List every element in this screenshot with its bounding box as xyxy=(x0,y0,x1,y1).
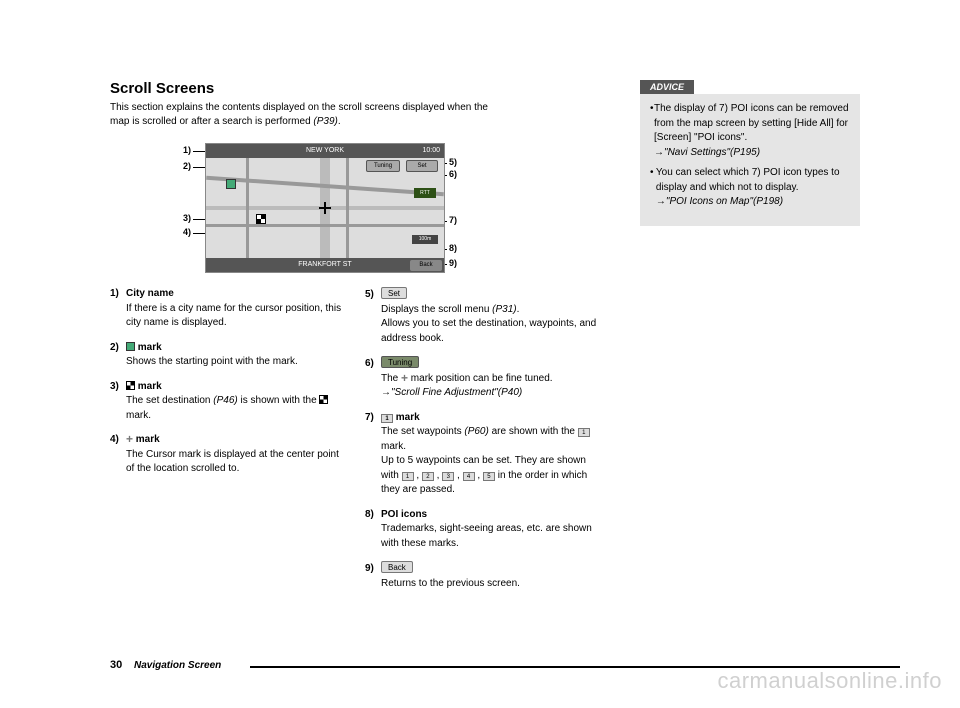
map-set-button[interactable]: Set xyxy=(406,160,438,172)
map-clock: 10:00 xyxy=(422,144,440,158)
left-column: 1)City name If there is a city name for … xyxy=(110,287,345,601)
item-7: 7)1 mark The set waypoints (P60) are sho… xyxy=(365,411,600,498)
item-6: 6)Tuning The + mark position can be fine… xyxy=(365,356,600,401)
map-cursor-crosshair xyxy=(319,202,331,214)
callout-3: 3) xyxy=(183,213,191,223)
item-9: 9)Back Returns to the previous screen. xyxy=(365,561,600,591)
right-column: 5)Set Displays the scroll menu (P31). Al… xyxy=(365,287,600,601)
item-4: 4)+ mark The Cursor mark is displayed at… xyxy=(110,433,345,477)
checker-flag-icon xyxy=(126,381,135,390)
map-topbar: NEW YORK 10:00 xyxy=(206,144,444,158)
map-city-label: NEW YORK xyxy=(306,147,344,154)
watermark: carmanualsonline.info xyxy=(717,668,942,694)
map-figure: 1) 2) 3) 4) 5) 6) 7) 8) 9) NEW YORK 10:0… xyxy=(205,143,485,273)
back-button-label: Back xyxy=(381,561,413,573)
waypoint-mark-icon: 3 xyxy=(442,472,454,481)
intro-part-b: . xyxy=(338,116,341,127)
waypoint-mark-icon: 5 xyxy=(483,472,495,481)
callout-6: 6) xyxy=(449,169,457,179)
map-destination-flag xyxy=(256,214,266,224)
waypoint-mark-icon: 1 xyxy=(381,414,393,423)
map-start-mark xyxy=(226,179,236,189)
intro-text: This section explains the contents displ… xyxy=(110,101,490,129)
callout-9: 9) xyxy=(449,258,457,268)
callout-7: 7) xyxy=(449,215,457,225)
start-mark-icon xyxy=(126,342,135,351)
plus-mark-icon: + xyxy=(126,433,133,445)
map-rtt-badge: RTT xyxy=(414,188,436,198)
intro-part-a: This section explains the contents displ… xyxy=(110,102,488,127)
waypoint-mark-icon: 4 xyxy=(463,472,475,481)
map-scale-badge: 100m xyxy=(412,235,438,244)
item-5: 5)Set Displays the scroll menu (P31). Al… xyxy=(365,287,600,346)
plus-mark-icon: + xyxy=(401,372,408,384)
page-number: 30 xyxy=(110,659,122,671)
item-8: 8)POI icons Trademarks, sight-seeing are… xyxy=(365,508,600,552)
callout-1: 1) xyxy=(183,145,191,155)
callout-8: 8) xyxy=(449,243,457,253)
callout-2: 2) xyxy=(183,161,191,171)
waypoint-mark-icon: 1 xyxy=(578,428,590,437)
waypoint-mark-icon: 2 xyxy=(422,472,434,481)
tuning-button-label: Tuning xyxy=(381,356,419,368)
callout-5: 5) xyxy=(449,157,457,167)
intro-ref: (P39) xyxy=(313,116,337,127)
waypoint-mark-icon: 1 xyxy=(402,472,414,481)
advice-tab: ADVICE xyxy=(640,80,694,94)
footer-section: Navigation Screen xyxy=(134,660,221,671)
advice-box: ADVICE •The display of 7) POI icons can … xyxy=(640,80,860,226)
item-2: 2) mark Shows the starting point with th… xyxy=(110,341,345,370)
set-button-label: Set xyxy=(381,287,407,299)
description-columns: 1)City name If there is a city name for … xyxy=(110,287,900,601)
map-screenshot: NEW YORK 10:00 Tuning Set RTT 100m FRANK… xyxy=(205,143,445,273)
advice-body: •The display of 7) POI icons can be remo… xyxy=(640,94,860,226)
map-back-button[interactable]: Back xyxy=(410,260,442,271)
page: Scroll Screens This section explains the… xyxy=(0,0,960,708)
item-3: 3) mark The set destination (P46) is sho… xyxy=(110,380,345,424)
map-tuning-button[interactable]: Tuning xyxy=(366,160,400,172)
callout-4: 4) xyxy=(183,227,191,237)
item-1: 1)City name If there is a city name for … xyxy=(110,287,345,331)
checker-flag-icon xyxy=(319,395,328,404)
map-street-label: FRANKFORT ST xyxy=(206,258,444,272)
